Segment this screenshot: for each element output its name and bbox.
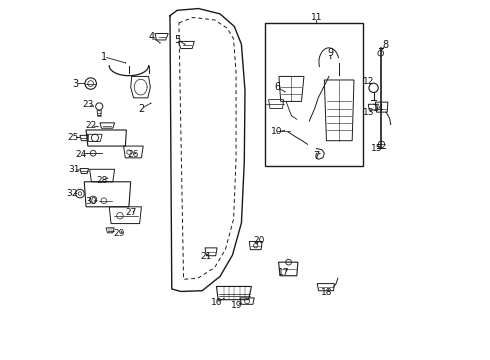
- Text: 4: 4: [149, 32, 155, 42]
- Text: 13: 13: [363, 108, 374, 117]
- Text: 24: 24: [75, 150, 86, 159]
- Text: 14: 14: [373, 104, 385, 113]
- Text: 25: 25: [68, 132, 79, 141]
- Text: 18: 18: [320, 288, 332, 297]
- Text: 20: 20: [253, 235, 264, 244]
- Text: 23: 23: [82, 100, 94, 109]
- Text: 5: 5: [174, 35, 180, 45]
- Text: 3: 3: [72, 78, 78, 89]
- Text: 2: 2: [138, 104, 145, 113]
- Text: 32: 32: [66, 189, 77, 198]
- Text: 27: 27: [126, 208, 137, 217]
- Text: 7: 7: [313, 151, 319, 161]
- Text: 8: 8: [382, 40, 388, 50]
- Text: 1: 1: [101, 52, 107, 62]
- Text: 16: 16: [211, 298, 222, 307]
- Text: 19: 19: [231, 301, 243, 310]
- Text: 31: 31: [68, 166, 79, 175]
- Text: 12: 12: [363, 77, 374, 86]
- Text: 9: 9: [328, 48, 334, 58]
- Text: 30: 30: [86, 197, 97, 206]
- Text: 15: 15: [371, 144, 383, 153]
- Text: 10: 10: [271, 127, 283, 136]
- Text: 17: 17: [278, 268, 289, 277]
- Text: 11: 11: [311, 13, 322, 22]
- Text: 6: 6: [274, 82, 280, 92]
- Text: 26: 26: [128, 150, 139, 159]
- Text: 22: 22: [86, 121, 97, 130]
- Text: 21: 21: [200, 252, 211, 261]
- Text: 29: 29: [114, 229, 125, 238]
- Text: 28: 28: [97, 176, 108, 185]
- Bar: [265, 23, 363, 166]
